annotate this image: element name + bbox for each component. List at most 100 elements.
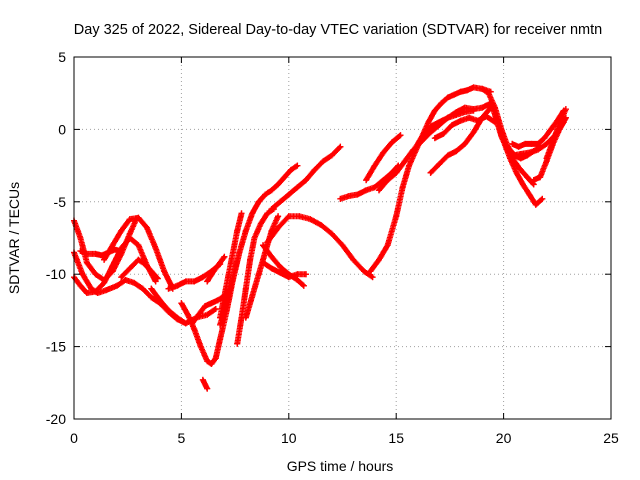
data-point <box>320 158 327 165</box>
data-point <box>399 184 406 191</box>
data-point <box>425 119 432 126</box>
data-point <box>360 268 367 275</box>
data-point <box>202 303 209 310</box>
data-point <box>524 174 531 181</box>
chart-title: Day 325 of 2022, Sidereal Day-to-day VTE… <box>74 22 602 38</box>
data-point <box>79 271 86 278</box>
series-pass-9 <box>178 249 243 367</box>
data-point <box>204 358 211 365</box>
data-point <box>184 311 191 318</box>
data-point <box>453 148 460 155</box>
data-point <box>103 287 110 294</box>
data-point <box>418 133 425 140</box>
series-pass-17 <box>268 143 344 213</box>
data-point <box>449 122 456 129</box>
data-point <box>109 242 116 249</box>
data-point <box>255 198 262 205</box>
data-point <box>141 261 148 268</box>
data-point <box>212 305 219 312</box>
data-point <box>268 253 275 260</box>
data-point <box>539 195 546 202</box>
data-point <box>83 259 90 266</box>
data-point <box>483 113 490 120</box>
data-point <box>113 282 120 289</box>
data-point <box>543 155 550 162</box>
data-point <box>191 326 198 333</box>
data-point <box>101 279 108 286</box>
data-point <box>461 140 468 147</box>
data-point <box>210 268 217 275</box>
data-point <box>229 274 236 281</box>
data-point <box>229 249 236 256</box>
data-point <box>204 278 211 285</box>
data-point <box>530 177 537 184</box>
data-point <box>541 135 548 142</box>
series-pass-4 <box>77 246 125 259</box>
data-point <box>485 90 492 97</box>
data-point <box>388 139 395 146</box>
data-point <box>296 213 303 220</box>
data-point <box>277 263 284 270</box>
data-point <box>464 87 471 94</box>
series-pass-27 <box>431 113 499 142</box>
data-point <box>380 149 387 156</box>
y-tick-label: -5 <box>54 194 67 210</box>
data-point <box>174 314 181 321</box>
data-point <box>195 311 202 318</box>
data-point <box>474 117 481 124</box>
data-point <box>165 307 172 314</box>
data-point <box>264 210 271 217</box>
data-track <box>363 132 404 184</box>
data-point <box>277 269 284 276</box>
data-point <box>199 376 206 383</box>
data-point <box>221 253 228 260</box>
data-point <box>197 343 204 350</box>
data-point <box>302 177 309 184</box>
data-point <box>135 214 142 221</box>
data-point <box>526 191 533 198</box>
data-point <box>451 91 458 98</box>
data-point <box>339 242 346 249</box>
data-point <box>528 140 535 147</box>
data-point <box>479 85 486 92</box>
data-point <box>92 250 99 257</box>
data-point <box>427 169 434 176</box>
data-point <box>275 224 282 231</box>
data-point <box>260 259 267 266</box>
data-point <box>77 235 84 241</box>
data-point <box>393 213 400 220</box>
data-point <box>397 132 404 139</box>
data-point <box>275 213 282 220</box>
data-point <box>242 227 249 234</box>
data-point <box>436 119 443 126</box>
data-point <box>367 268 374 275</box>
series-pass-22 <box>337 162 402 202</box>
data-point <box>217 259 224 266</box>
y-tick-label: 0 <box>58 121 66 137</box>
data-point <box>444 114 451 121</box>
data-point <box>532 201 539 208</box>
data-point <box>236 249 243 256</box>
data-point <box>174 282 181 289</box>
data-point <box>328 230 335 237</box>
data-point <box>223 300 230 307</box>
data-point <box>453 111 460 118</box>
series-pass-25 <box>410 107 477 155</box>
data-point <box>92 288 99 295</box>
data-point <box>556 120 563 127</box>
data-point <box>534 140 541 147</box>
data-point <box>268 206 275 213</box>
data-point <box>294 162 301 169</box>
data-point <box>517 151 524 158</box>
data-point <box>242 285 249 292</box>
x-tick-label: 0 <box>70 430 78 446</box>
data-point <box>438 100 445 107</box>
data-point <box>285 191 292 198</box>
data-point <box>436 161 443 168</box>
data-point <box>148 294 155 301</box>
data-point <box>337 195 344 202</box>
data-point <box>277 198 284 205</box>
data-point <box>264 239 271 246</box>
data-point <box>511 158 518 165</box>
